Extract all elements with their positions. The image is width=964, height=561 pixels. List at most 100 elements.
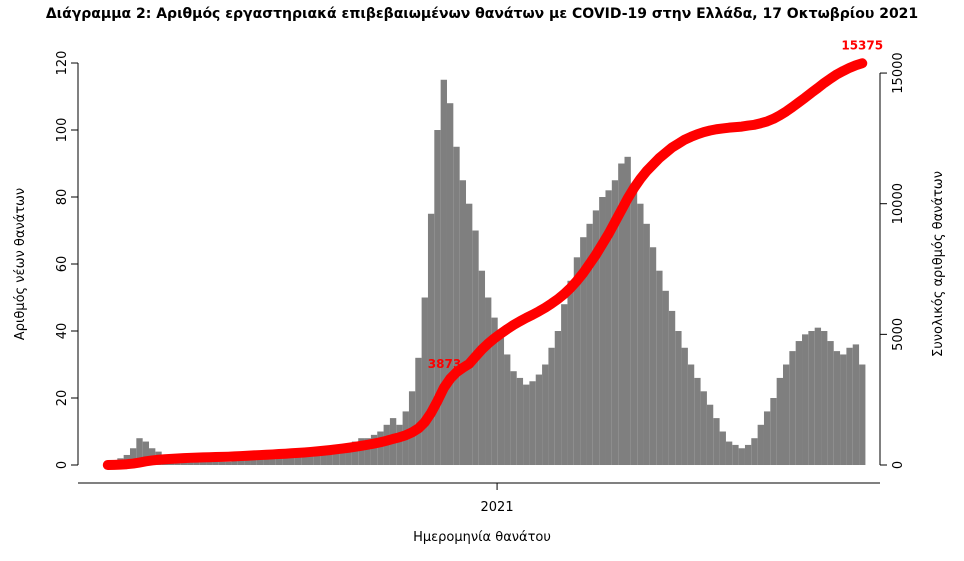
bar: [624, 156, 631, 466]
bar: [725, 441, 733, 466]
y-tick-label: 100: [55, 118, 70, 143]
bar: [554, 331, 562, 466]
bar: [789, 351, 796, 466]
bar: [656, 270, 663, 466]
bar: [339, 444, 346, 466]
bar: [516, 377, 524, 466]
bar: [561, 304, 568, 466]
bar: [142, 441, 150, 466]
bar: [225, 461, 232, 466]
bar: [282, 458, 289, 466]
bar: [573, 257, 581, 466]
y2-axis-label: Συνολικός αριθμός θανάτων: [931, 171, 946, 357]
y-axis-label: Αριθμός νέων θανάτων: [13, 188, 28, 340]
bar: [301, 454, 308, 466]
bar: [504, 354, 511, 466]
bar: [814, 327, 822, 466]
bar: [440, 79, 447, 466]
bar: [599, 197, 606, 466]
bar: [275, 454, 283, 466]
bar: [256, 458, 264, 466]
bar: [821, 331, 828, 466]
bar: [250, 458, 257, 466]
bar: [136, 438, 143, 466]
bar: [738, 448, 745, 466]
bar: [763, 411, 771, 466]
y-tick-label: 40: [55, 323, 70, 340]
bar: [802, 334, 809, 466]
cumulative-line: [102, 58, 868, 470]
bar: [542, 364, 549, 466]
bar: [326, 448, 333, 466]
bar: [244, 458, 251, 466]
bar: [345, 444, 352, 466]
bar: [808, 331, 815, 466]
bar: [466, 203, 473, 466]
bar: [833, 351, 841, 466]
bar: [434, 130, 441, 466]
bar: [218, 461, 226, 466]
bar: [757, 424, 764, 466]
bar: [485, 297, 492, 466]
x-tick-label: 2021: [481, 500, 514, 515]
y2-tick-label: 5000: [891, 318, 906, 351]
bar: [320, 448, 327, 466]
bar: [840, 354, 847, 466]
bar: [846, 347, 853, 466]
bar: [370, 434, 378, 466]
bar: [351, 441, 359, 466]
bar: [776, 377, 783, 466]
bar: [662, 290, 669, 466]
bar: [827, 341, 834, 466]
y-tick-label: 20: [55, 390, 70, 407]
value-label: 15375: [841, 38, 883, 52]
y2-tick-label: 0: [891, 461, 906, 469]
bar: [237, 458, 245, 466]
bar: [618, 163, 625, 466]
y-tick-label: 0: [55, 461, 70, 469]
bar: [535, 374, 543, 466]
bar: [586, 223, 593, 466]
bar: [415, 357, 422, 466]
bar: [523, 384, 530, 466]
y2-tick-label: 15000: [891, 52, 906, 93]
bar: [744, 444, 752, 466]
bar: [567, 280, 574, 466]
bar: [478, 270, 486, 466]
y-tick-label: 120: [55, 51, 70, 76]
bar: [795, 341, 803, 466]
bar: [377, 431, 384, 466]
bar: [332, 444, 340, 466]
bar: [592, 210, 600, 466]
bar: [605, 190, 612, 466]
bar: [782, 364, 790, 466]
bar: [700, 391, 707, 466]
bar: [288, 454, 295, 466]
x-axis-label: Ημερομηνία θανάτου: [413, 530, 551, 545]
y-tick-label: 80: [55, 189, 70, 206]
bar: [859, 364, 866, 466]
bar: [269, 458, 276, 466]
bar: [187, 461, 194, 466]
bar: [719, 431, 726, 466]
bar: [649, 247, 657, 466]
y2-tick-label: 10000: [891, 183, 906, 224]
bar: [732, 444, 739, 466]
bar: [510, 371, 517, 466]
bar: [852, 344, 860, 466]
bar: [307, 451, 314, 466]
bar: [491, 317, 498, 466]
bar: [231, 458, 238, 466]
bar: [129, 448, 137, 466]
bar: [668, 310, 676, 466]
bar: [453, 146, 460, 466]
bar: [713, 418, 720, 466]
bar: [643, 223, 650, 466]
bar: [706, 404, 714, 466]
bar: [675, 331, 682, 466]
bar: [199, 461, 207, 466]
bar: [396, 424, 403, 466]
bar: [687, 364, 695, 466]
bar: [497, 337, 505, 466]
